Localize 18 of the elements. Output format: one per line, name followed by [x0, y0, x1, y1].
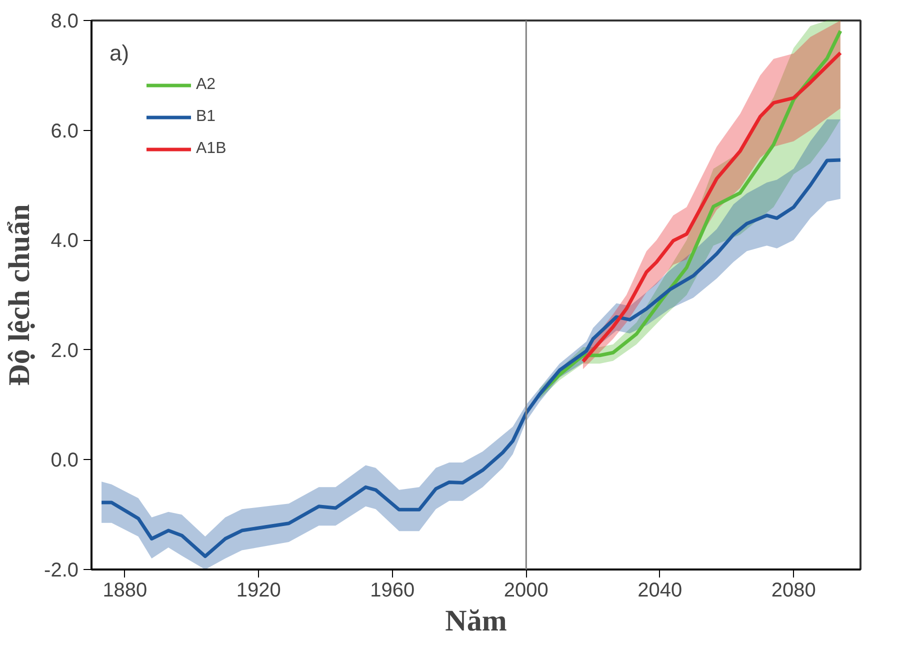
legend-label: A1B: [196, 140, 226, 158]
x-axis-title: Năm: [445, 604, 507, 638]
legend-label: A2: [196, 76, 216, 94]
y-tick-label: 2.0: [50, 340, 79, 362]
x-tick-label: 2040: [638, 580, 682, 602]
x-tick-label: 2080: [771, 580, 816, 602]
x-tick-label: 1920: [236, 580, 281, 602]
y-tick-label: -2.0: [44, 560, 79, 582]
annotation: a): [110, 40, 130, 66]
legend-label: B1: [196, 108, 216, 126]
y-tick-label: 8.0: [50, 10, 79, 32]
y-tick-label: 6.0: [50, 120, 79, 142]
x-tick-label: 2000: [504, 580, 548, 602]
x-tick-label: 1880: [102, 580, 148, 602]
y-axis-title: Độ lệch chuẩn: [3, 204, 36, 386]
y-tick-label: 0.0: [50, 450, 79, 472]
y-tick-label: 4.0: [50, 230, 79, 252]
x-tick-label: 1960: [370, 580, 415, 602]
